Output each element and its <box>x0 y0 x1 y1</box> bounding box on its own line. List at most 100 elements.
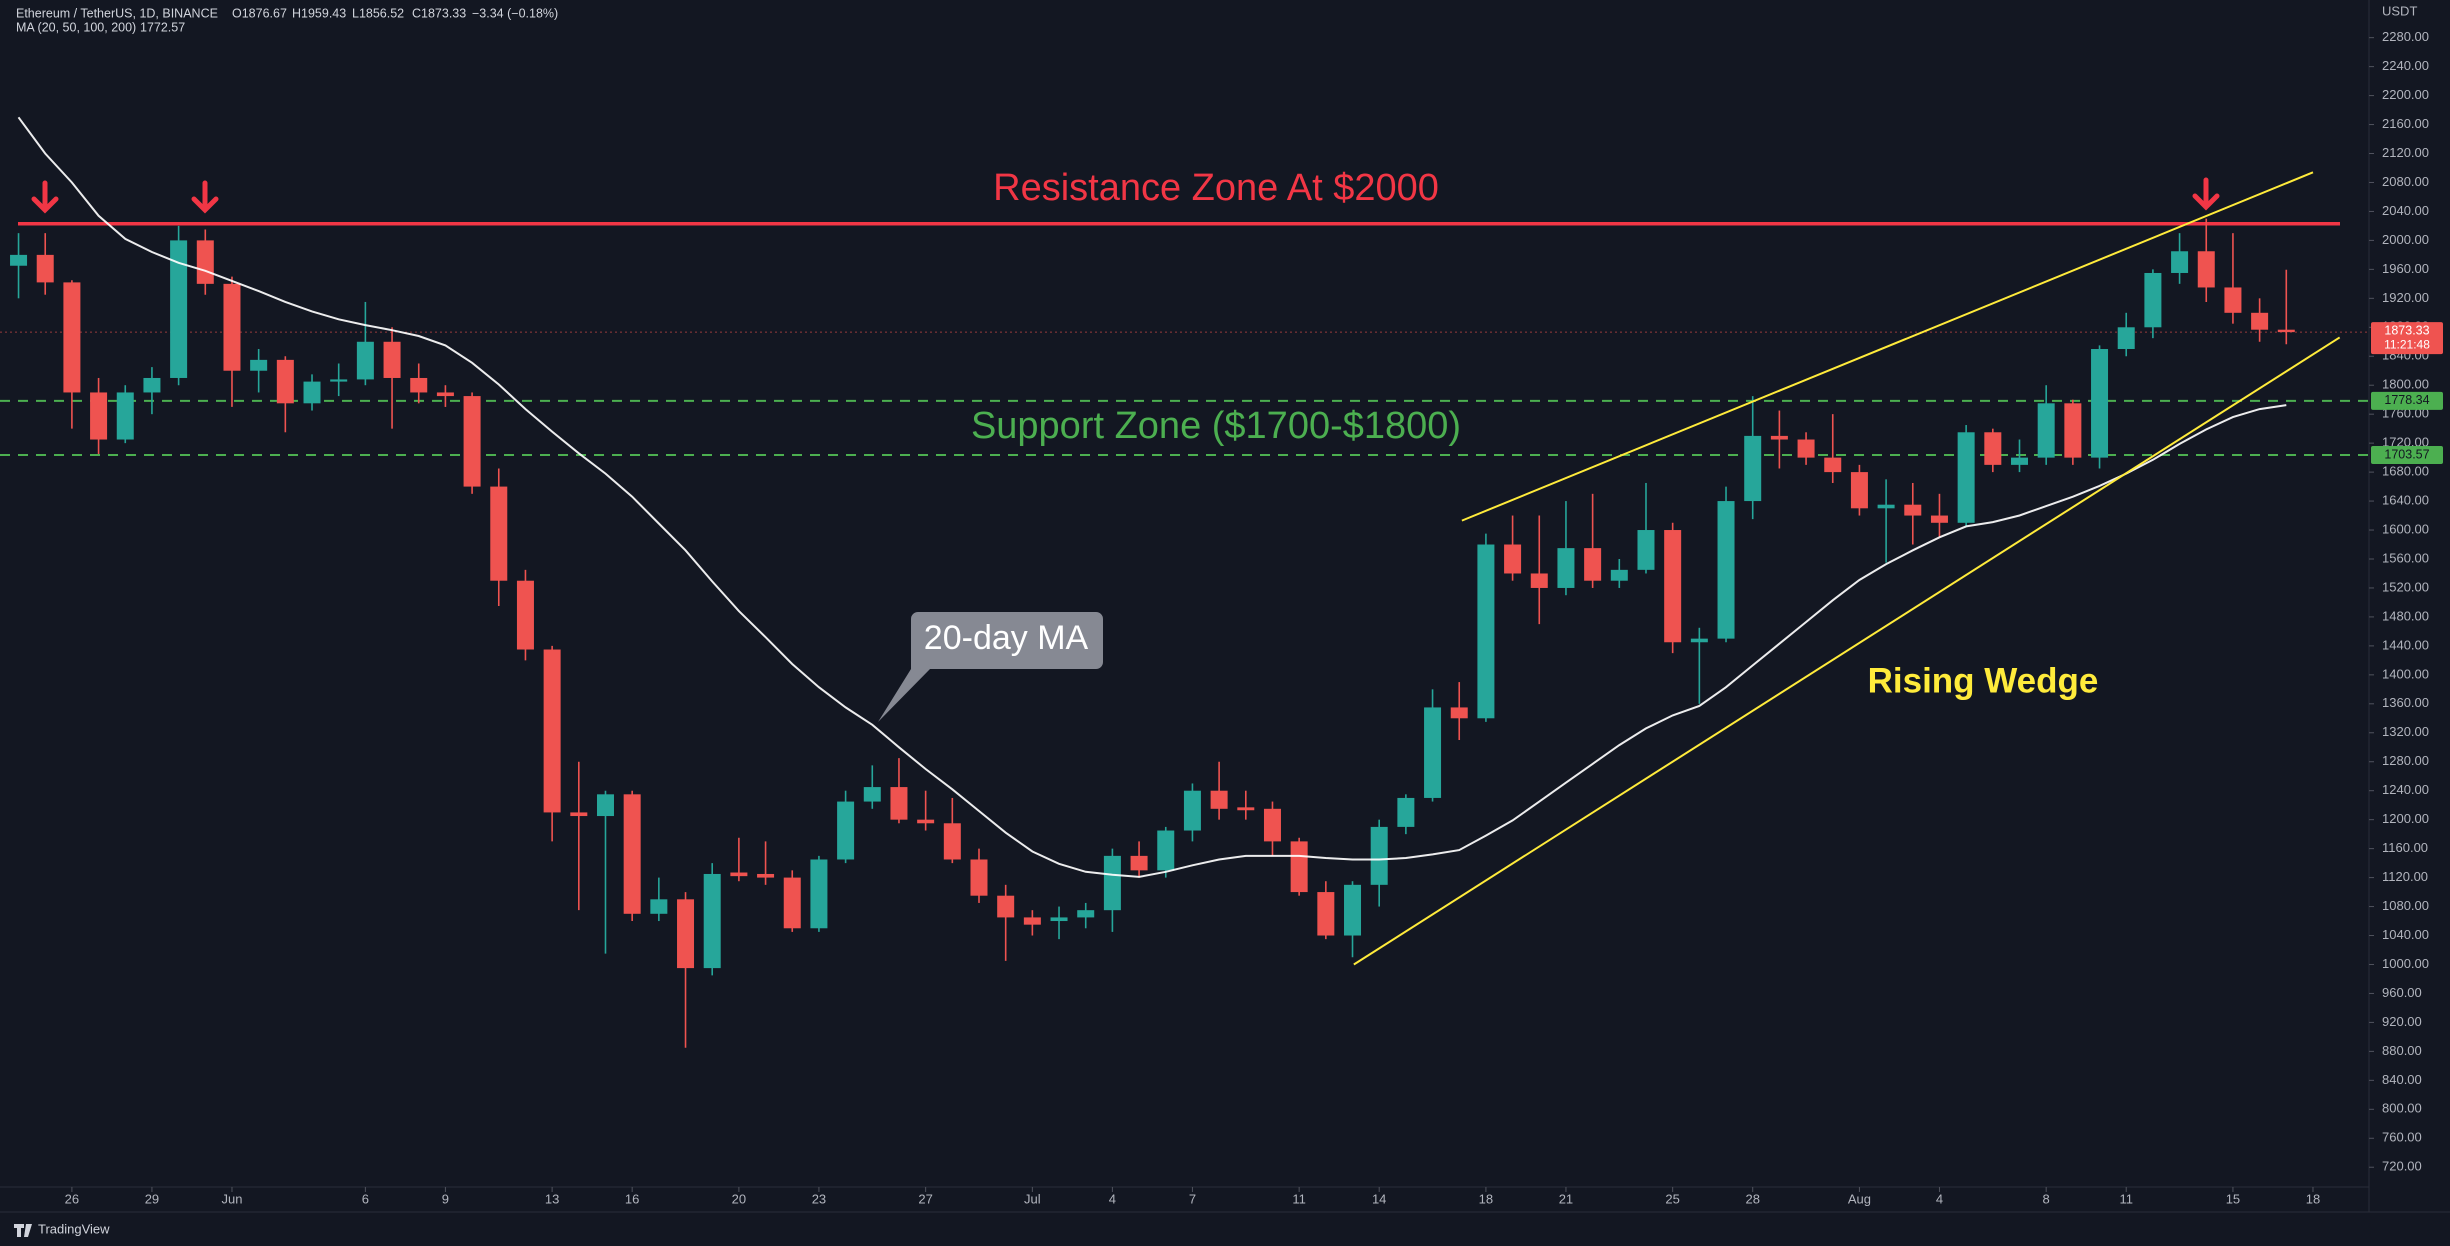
candle-body <box>1290 841 1308 893</box>
y-tick-label: 1720.00 <box>2382 435 2429 450</box>
candle-body <box>677 899 695 969</box>
y-tick-label: 1160.00 <box>2382 840 2428 855</box>
candle-body <box>1263 808 1281 842</box>
candle-body <box>2171 251 2189 273</box>
candle-body <box>757 873 775 878</box>
candle-body <box>1237 807 1255 811</box>
moving-average <box>17 116 2287 878</box>
y-tick-label: 2080.00 <box>2382 174 2429 189</box>
y-tick-label: 2280.00 <box>2382 29 2429 44</box>
x-tick-label: 21 <box>1559 1191 1573 1206</box>
candle-body <box>1584 548 1602 581</box>
candle-body <box>1957 432 1975 523</box>
candle-body <box>1424 707 1442 798</box>
y-tick-label: 1200.00 <box>2382 811 2429 826</box>
y-tick-label: 2040.00 <box>2382 203 2429 218</box>
y-tick-label: 2000.00 <box>2382 232 2429 247</box>
y-tick-label: 1440.00 <box>2382 637 2429 652</box>
candle-body <box>1664 530 1682 643</box>
arrow <box>31 180 59 214</box>
candle-body <box>1530 573 1548 588</box>
candle-body <box>2091 349 2109 458</box>
x-tick-label: 11 <box>2119 1191 2133 1206</box>
x-tick-label: 15 <box>2226 1191 2240 1206</box>
x-tick-label: 11 <box>1292 1191 1306 1206</box>
x-tick-label: 29 <box>145 1191 159 1206</box>
ohlc-value: O1876.67 <box>232 6 287 20</box>
brand: TradingView <box>38 1221 110 1236</box>
candle-body <box>1130 855 1148 871</box>
candle-body <box>970 859 988 896</box>
countdown: 11:21:48 <box>2384 337 2430 351</box>
ohlc-value: C1873.33 <box>412 6 466 20</box>
y-tick-label: 720.00 <box>2382 1159 2422 1174</box>
y-tick-label: 1320.00 <box>2382 724 2429 739</box>
candle-body <box>196 240 214 284</box>
candle-body <box>143 377 161 393</box>
x-tick-label: 16 <box>625 1191 639 1206</box>
candle-body <box>1770 435 1788 440</box>
y-tick-label: 760.00 <box>2382 1130 2422 1145</box>
y-tick-label: 880.00 <box>2382 1043 2422 1058</box>
candle-body <box>1504 544 1522 574</box>
candle-body <box>703 873 721 969</box>
ma-legend-value: 1772.57 <box>140 20 185 34</box>
candle-body <box>623 794 641 914</box>
wedge-trendline <box>1461 171 2314 522</box>
candle-body <box>383 341 401 378</box>
currency: USDT <box>2382 3 2417 18</box>
candle-body <box>2224 287 2242 313</box>
y-tick-label: 1000.00 <box>2382 956 2429 971</box>
candle-body <box>890 787 908 820</box>
x-tick-label: 28 <box>1745 1191 1759 1206</box>
x-tick-label: 4 <box>1109 1191 1116 1206</box>
candle-body <box>1717 501 1735 639</box>
candle-body <box>1984 432 2002 465</box>
candle-body <box>330 379 348 382</box>
candle-body <box>1450 707 1468 719</box>
wedge-label: Rising Wedge <box>1868 661 2099 700</box>
candle-body <box>1183 790 1201 831</box>
candle-body <box>1103 855 1121 911</box>
y-tick-label: 1920.00 <box>2382 290 2429 305</box>
candle-body <box>1397 797 1415 827</box>
candle-body <box>596 794 614 817</box>
candle-body <box>1157 830 1175 871</box>
candle-body <box>1050 917 1068 922</box>
y-tick-label: 1640.00 <box>2382 493 2429 508</box>
ohlc-value: H1959.43 <box>292 6 346 20</box>
arrow <box>191 180 219 214</box>
x-tick-label: Jun <box>221 1191 242 1206</box>
x-tick-label: 18 <box>1479 1191 1493 1206</box>
y-tick-label: 920.00 <box>2382 1014 2422 1029</box>
candle-body <box>116 392 134 440</box>
last-price-tag-label: 1873.33 <box>2384 323 2429 337</box>
x-tick-label: 7 <box>1189 1191 1196 1206</box>
y-tick-label: 1240.00 <box>2382 782 2429 797</box>
y-tick-label: 1120.00 <box>2382 869 2428 884</box>
candle-body <box>463 396 481 487</box>
candle-body <box>1344 884 1362 936</box>
candle-body <box>837 801 855 860</box>
candle-body <box>223 283 241 371</box>
candle-body <box>303 381 321 404</box>
y-tick-label: 2160.00 <box>2382 116 2429 131</box>
candle-body <box>1610 569 1628 581</box>
candle-body <box>783 877 801 929</box>
y-tick-label: 2120.00 <box>2382 145 2429 160</box>
candle-body <box>436 392 454 397</box>
y-tick-label: 1360.00 <box>2382 695 2429 710</box>
y-tick-label: 840.00 <box>2382 1072 2422 1087</box>
support-price-tag <box>2371 391 2443 410</box>
y-tick-label: 1480.00 <box>2382 608 2429 623</box>
candle-body <box>2010 457 2028 465</box>
candle-body <box>1850 472 1868 509</box>
y-tick-label: 2240.00 <box>2382 58 2429 73</box>
candle-body <box>36 254 54 283</box>
candle-body <box>10 254 28 266</box>
symbol: Ethereum / TetherUS, 1D, BINANCE <box>16 6 218 20</box>
candle-body <box>1877 504 1895 509</box>
x-tick-label: 13 <box>545 1191 559 1206</box>
